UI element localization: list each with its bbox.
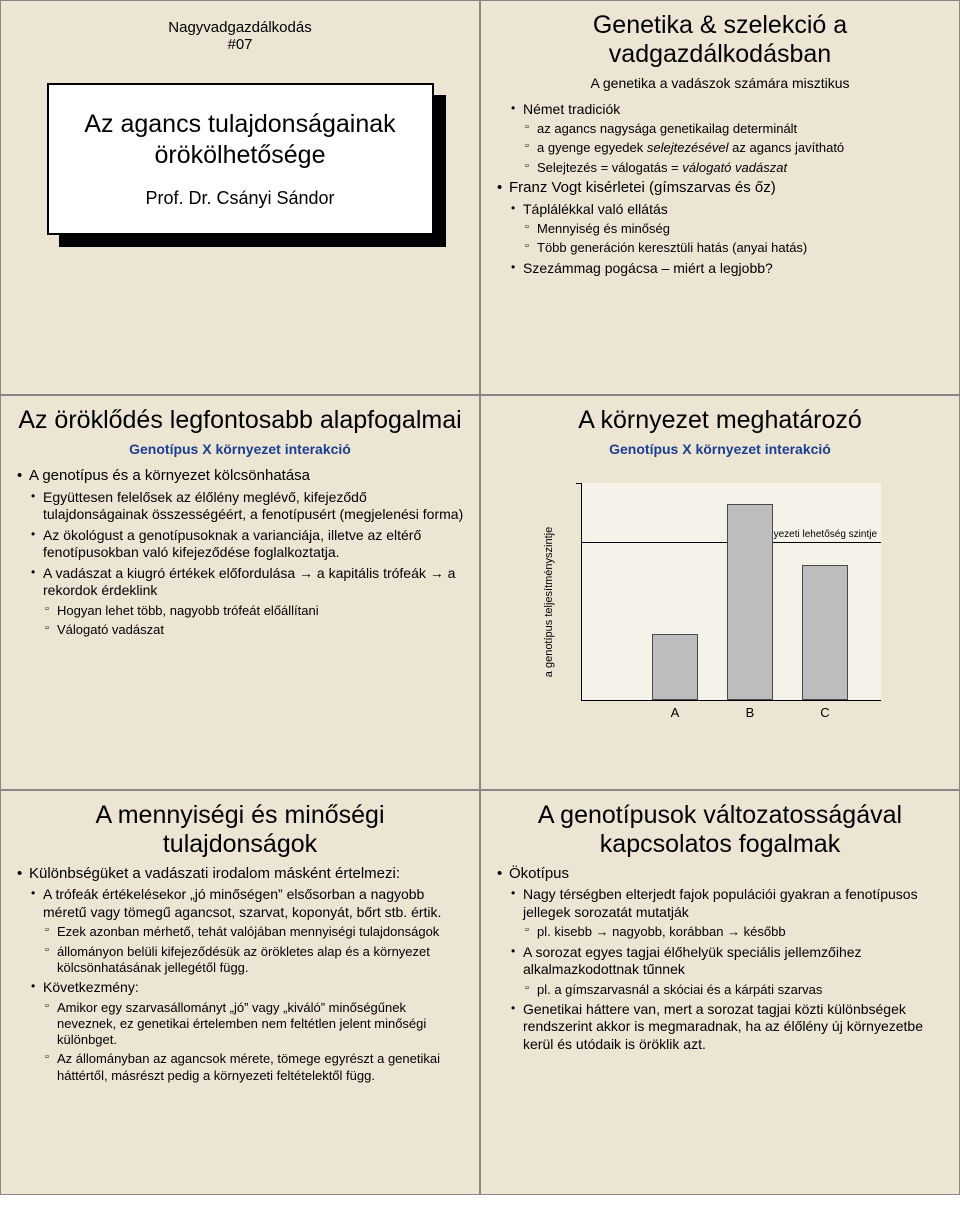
slide-1-title: Nagyvadgazdálkodás #07 Az agancs tulajdo…: [0, 0, 480, 395]
list-item: A genotípus és a környezet kölcsönhatása: [15, 467, 465, 486]
list-item: a gyenge egyedek selejtezésével az aganc…: [495, 140, 945, 156]
bar: [802, 565, 848, 700]
bullet-list: A genotípus és a környezet kölcsönhatása…: [15, 467, 465, 638]
x-category-label: C: [802, 705, 848, 720]
lecturer-name: Prof. Dr. Csányi Sándor: [61, 188, 420, 209]
bar: [652, 634, 698, 699]
list-item: A vadászat a kiugró értékek előfordulása…: [15, 565, 465, 600]
lecture-title: Az agancs tulajdonságainak örökölhetőség…: [61, 109, 420, 172]
bullet-list: Német tradiciók az agancs nagysága geneti…: [495, 101, 945, 278]
list-item: Hogyan lehet több, nagyobb trófeát előál…: [15, 603, 465, 619]
list-item: állományon belüli kifejeződésük az örökl…: [15, 944, 465, 977]
bar-chart: a genotípus teljesítményszintje a környe…: [555, 477, 885, 727]
slide-6: A genotípusok változatosságával kapcsola…: [480, 790, 960, 1195]
list-item: Német tradiciók: [495, 101, 945, 119]
list-item: Táplálékkal való ellátás: [495, 201, 945, 219]
list-item: Franz Vogt kisérletei (gímszarvas és őz): [495, 179, 945, 198]
slide-subtitle: Genotípus X környezet interakció: [15, 441, 465, 457]
list-item: Szezámmag pogácsa – miért a legjobb?: [495, 260, 945, 278]
list-item: Amikor egy szarvasállományt „jó” vagy „k…: [15, 1000, 465, 1049]
bar: [727, 504, 773, 700]
slide-subtitle: Genotípus X környezet interakció: [495, 441, 945, 457]
list-item: Válogató vadászat: [15, 622, 465, 638]
list-item: Az állományban az agancsok mérete, tömeg…: [15, 1051, 465, 1084]
list-item: pl. a gímszarvasnál a skóciai és a kárpá…: [495, 982, 945, 998]
x-category-label: B: [727, 705, 773, 720]
course-name: Nagyvadgazdálkodás: [83, 19, 398, 36]
slide-3: Az öröklődés legfontosabb alapfogalmai G…: [0, 395, 480, 790]
list-item: Nagy térségben elterjedt fajok populáció…: [495, 886, 945, 921]
lecture-number: #07: [83, 36, 398, 53]
bullet-list: Különbségüket a vadászati irodalom máské…: [15, 865, 465, 1084]
list-item: Ezek azonban mérhető, tehát valójában me…: [15, 924, 465, 940]
list-item: az agancs nagysága genetikailag determin…: [495, 121, 945, 137]
slide-subtitle: A genetika a vadászok számára misztikus: [495, 75, 945, 91]
list-item: Együttesen felelősek az élőlény meglévő,…: [15, 489, 465, 524]
list-item: A sorozat egyes tagjai élőhelyük speciál…: [495, 944, 945, 979]
list-item: Mennyiség és minőség: [495, 221, 945, 237]
list-item: A trófeák értékelésekor „jó minőségen” e…: [15, 886, 465, 921]
list-item: Selejtezés = válogatás = válogató vadász…: [495, 160, 945, 176]
slide-title: Genetika & szelekció a vadgazdálkodásban: [495, 11, 945, 69]
list-item: Több generáción keresztüli hatás (anyai …: [495, 240, 945, 256]
list-item: Különbségüket a vadászati irodalom máské…: [15, 865, 465, 884]
title-card: Az agancs tulajdonságainak örökölhetőség…: [47, 83, 434, 235]
course-code: Nagyvadgazdálkodás #07: [83, 19, 398, 53]
list-item: Genetikai háttere van, mert a sorozat ta…: [495, 1001, 945, 1054]
plot-area: a környezeti lehetőség szintjeABC: [581, 483, 881, 701]
list-item: Ökotípus: [495, 865, 945, 884]
y-axis-label: a genotípus teljesítményszintje: [543, 527, 555, 677]
slide-title: A környezet meghatározó: [495, 406, 945, 435]
list-item: Következmény:: [15, 979, 465, 997]
list-item: Az ökológust a genotípusoknak a varianci…: [15, 527, 465, 562]
slide-5: A mennyiségi és minőségi tulajdonságok K…: [0, 790, 480, 1195]
bullet-list: Ökotípus Nagy térségben elterjedt fajok p…: [495, 865, 945, 1054]
axis-tick: [576, 483, 582, 484]
slide-4: A környezet meghatározó Genotípus X körn…: [480, 395, 960, 790]
slide-title: Az öröklődés legfontosabb alapfogalmai: [15, 406, 465, 435]
slide-title: A mennyiségi és minőségi tulajdonságok: [15, 801, 465, 859]
x-category-label: A: [652, 705, 698, 720]
slide-title: A genotípusok változatosságával kapcsola…: [495, 801, 945, 859]
list-item: pl. kisebb → nagyobb, korábban → később: [495, 924, 945, 940]
slide-2: Genetika & szelekció a vadgazdálkodásban…: [480, 0, 960, 395]
